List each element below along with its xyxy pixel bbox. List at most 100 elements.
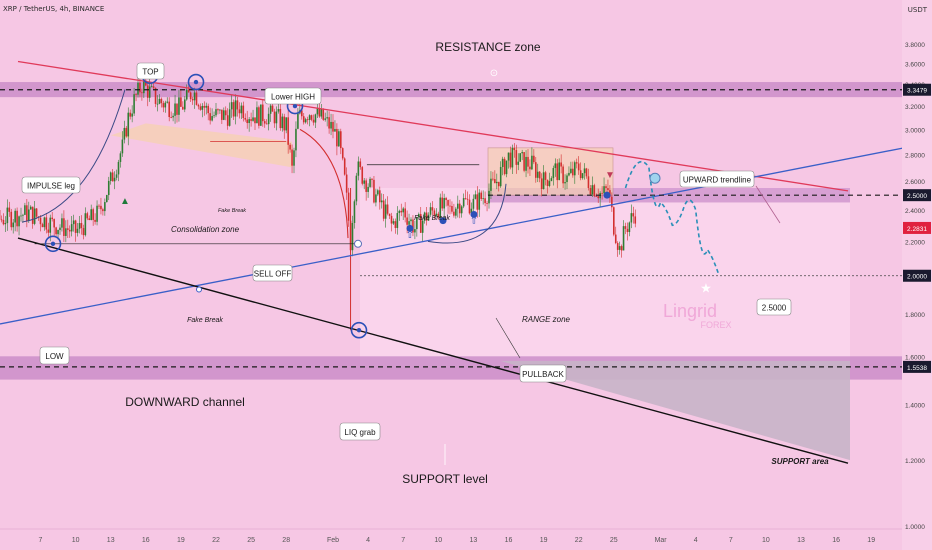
candle-body: [127, 112, 130, 137]
candle-body: [33, 208, 36, 224]
candle-body: [113, 177, 116, 182]
candle-body: [322, 108, 325, 120]
candle-body: [304, 119, 307, 123]
candle-body: [6, 207, 9, 224]
candle-body: [16, 210, 18, 227]
candle-body: [369, 178, 371, 187]
candle-body: [340, 131, 342, 149]
candle-body: [497, 181, 500, 187]
candle-body: [182, 106, 184, 110]
candle-body: [246, 119, 248, 124]
candle-body: [392, 221, 395, 224]
candle-body: [308, 115, 311, 120]
x-tick-label: 7: [729, 537, 733, 544]
candle-body: [226, 115, 229, 126]
label-box: [756, 298, 792, 316]
candle-body: [164, 102, 167, 108]
candle-body: [455, 208, 457, 216]
candle-body: [86, 213, 89, 219]
x-tick-label: 13: [797, 537, 805, 544]
annotation-support-area: SUPPORT area: [771, 457, 829, 466]
candle-body: [605, 186, 607, 189]
candle-body: [88, 218, 91, 221]
candle-body: [618, 246, 621, 250]
candle-body: [433, 210, 436, 216]
label-text: TOP: [142, 68, 158, 77]
y-tick-label: 2.6000: [905, 179, 925, 186]
candle-body: [61, 218, 63, 228]
candle-body: [306, 119, 309, 121]
candle-body: [336, 128, 338, 147]
candle-body: [353, 201, 356, 223]
candle-body: [390, 215, 393, 224]
candle-body: [187, 89, 190, 93]
price-label-box: [903, 221, 931, 234]
candle-body: [552, 168, 555, 179]
candle-body: [447, 200, 449, 206]
candle-body: [324, 118, 326, 120]
y-tick-label: 1.6000: [905, 354, 925, 361]
candle-body: [92, 209, 94, 220]
candle-body: [443, 197, 445, 209]
ring-marker: [350, 321, 368, 339]
candle-body: [341, 148, 344, 159]
label-box: [679, 170, 755, 188]
candle-body: [217, 109, 219, 111]
candle-body: [160, 98, 163, 104]
candle-body: [523, 152, 525, 171]
candle-body: [43, 217, 46, 228]
candle-body: [310, 115, 313, 120]
x-tick-label: 4: [366, 537, 370, 544]
candle-body: [31, 206, 34, 224]
candle-body: [548, 181, 551, 186]
annotations-layer: ★ ▲ ⇧ ⇧ ▼ ⊙ RESISTANCE zone TOP Lower HIGH IMPULS…: [21, 40, 829, 486]
candle-body: [98, 205, 100, 207]
candle-body: [611, 196, 613, 208]
ring-marker: [44, 235, 62, 253]
candle-body: [275, 111, 278, 124]
candle-body: [460, 206, 463, 214]
label-box: [39, 346, 70, 365]
candle-body: [560, 162, 562, 167]
y-tick-label: 1.4000: [905, 403, 925, 410]
candle-body: [515, 150, 518, 165]
candle-body: [57, 229, 59, 235]
x-tick-label: 7: [401, 537, 405, 544]
trendline-touch-dot: [470, 210, 478, 218]
candle-body: [527, 156, 529, 167]
candle-body: [35, 208, 38, 217]
candle-body: [334, 128, 336, 132]
candle-body: [180, 97, 182, 107]
candle-body: [437, 213, 440, 218]
candle-body: [507, 152, 510, 161]
candle-body: [146, 85, 149, 98]
candle-body: [68, 229, 71, 232]
candle-body: [106, 195, 108, 203]
candle-body: [431, 207, 434, 211]
candle-body: [503, 158, 506, 175]
label-low: LOW: [39, 346, 70, 365]
candle-body: [26, 205, 28, 221]
candle-body: [84, 213, 87, 236]
label-box: [264, 87, 322, 105]
candle-body: [373, 179, 375, 203]
y-tick-label: 3.0000: [905, 127, 925, 134]
candle-body: [589, 188, 592, 195]
candle-body: [141, 92, 143, 94]
x-tick-label: 28: [282, 537, 290, 544]
candle-body: [199, 106, 202, 110]
candle-body: [193, 92, 196, 101]
candle-body: [466, 198, 469, 200]
candle-body: [628, 222, 631, 233]
candle-body: [228, 109, 231, 126]
label-impulse-leg: IMPULSE leg: [21, 176, 81, 194]
y-tick-label: 1.2000: [905, 458, 925, 465]
candle-body: [47, 229, 50, 233]
candle-body: [39, 217, 42, 225]
y-tick-label: 2.4000: [905, 208, 925, 215]
label-pullback: PULLBACK: [519, 364, 567, 383]
x-tick-label: 10: [434, 537, 442, 544]
candle-body: [316, 108, 319, 115]
candle-body: [630, 213, 633, 223]
candle-body: [65, 228, 67, 236]
